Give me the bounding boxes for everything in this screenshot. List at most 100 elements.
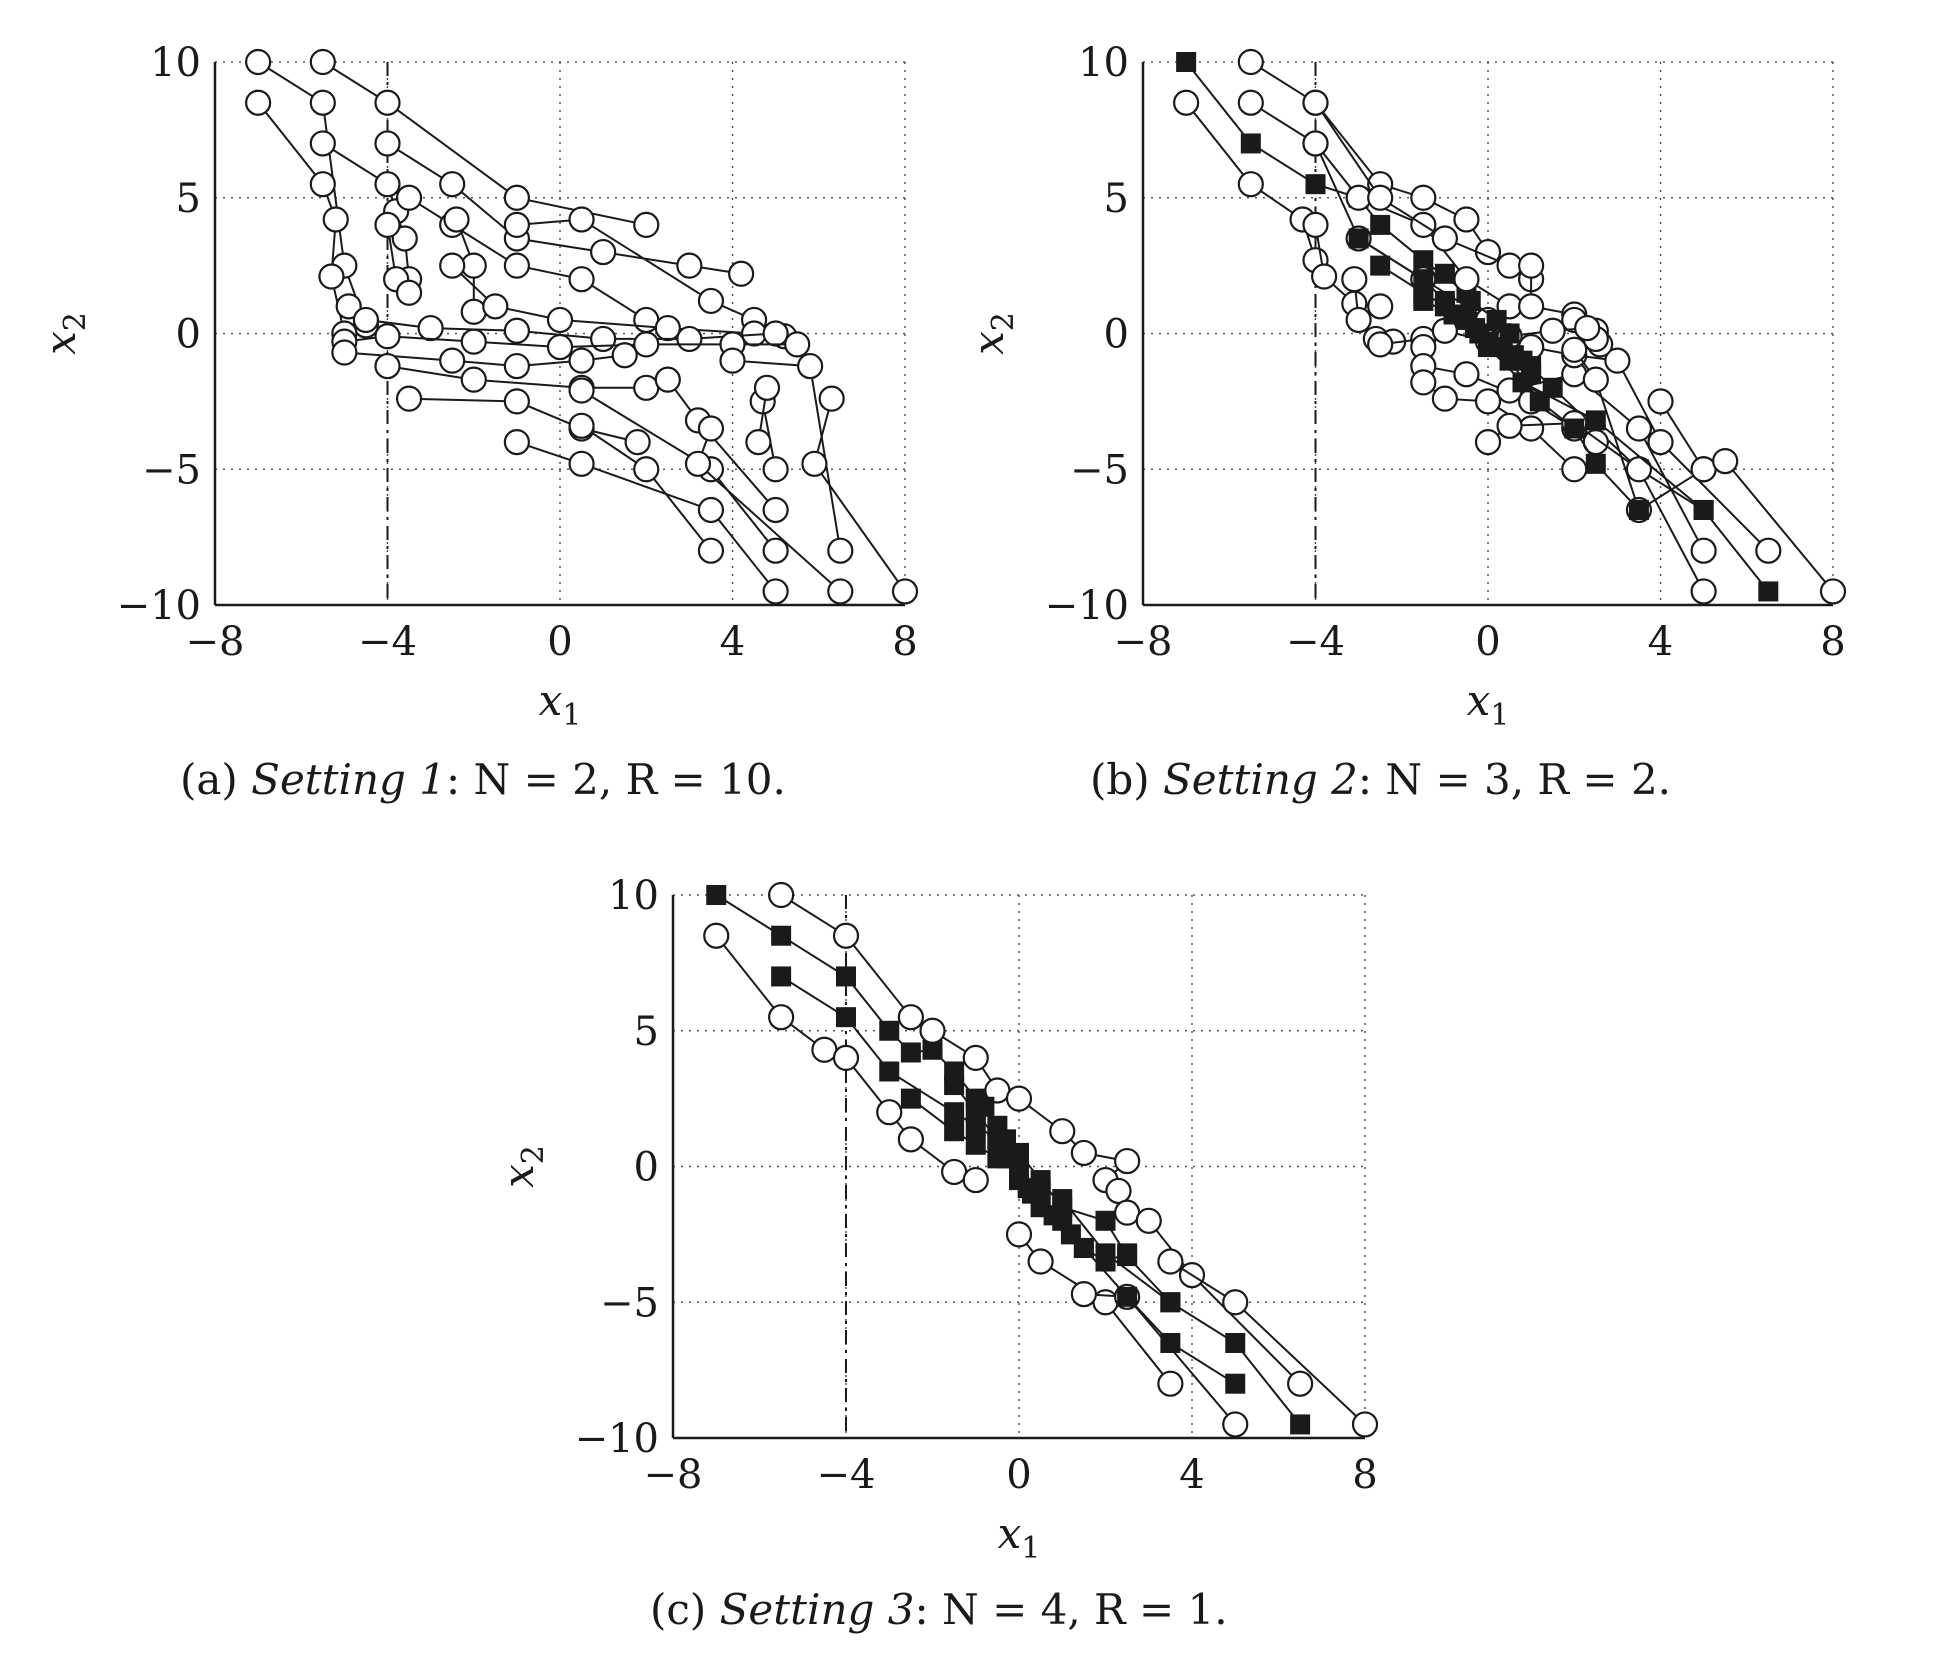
circle-marker (1092, 1289, 1119, 1316)
circle-marker (962, 1166, 989, 1194)
square-marker (1225, 1373, 1246, 1394)
trajectory-series (974, 1096, 1138, 1272)
circle-marker (1453, 361, 1480, 388)
y-tick-label: 10 (1078, 40, 1129, 86)
trajectory-series (684, 415, 854, 605)
circle-marker (245, 48, 272, 76)
circle-marker (318, 263, 345, 290)
circle-marker (503, 211, 530, 238)
circle-marker (832, 1044, 860, 1072)
trajectory-series (745, 374, 781, 456)
circle-marker (1496, 252, 1523, 279)
circle-marker (1367, 331, 1394, 358)
circle-marker (322, 206, 349, 233)
circle-marker (1222, 1411, 1249, 1438)
circle-marker (1431, 225, 1458, 252)
y-tick-label: −10 (117, 583, 201, 629)
circle-marker (1690, 578, 1717, 605)
circle-marker (482, 293, 509, 320)
circle-marker (697, 537, 725, 564)
x-axis-label-sub: 1 (1021, 1531, 1040, 1566)
trajectory-line (516, 218, 755, 321)
circle-marker (1755, 537, 1782, 564)
x-tick-label: −8 (644, 1452, 703, 1498)
circle-marker (503, 429, 530, 456)
circle-marker (811, 1036, 838, 1063)
circle-marker (417, 314, 444, 342)
circle-marker (568, 412, 595, 439)
trajectory-series (443, 206, 487, 325)
circle-marker (460, 328, 487, 355)
caption-prefix: (c) (650, 1585, 707, 1634)
trajectory-series (1302, 211, 1394, 320)
caption-b: (b) Setting 2: N = 3, R = 2. (1090, 755, 1671, 804)
circle-marker (611, 342, 638, 369)
circle-marker (1114, 1147, 1141, 1175)
circle-marker (768, 881, 795, 909)
square-marker (944, 1102, 965, 1123)
trajectory-series (1496, 361, 1717, 564)
square-marker (771, 966, 792, 987)
circle-marker (439, 252, 466, 279)
square-marker (1469, 323, 1490, 344)
y-tick-label: 0 (634, 1145, 659, 1191)
circle-marker (1351, 1411, 1379, 1438)
x-tick-label: 4 (720, 619, 745, 665)
y-tick-label: 0 (176, 312, 201, 358)
circle-marker (1474, 388, 1502, 415)
circle-marker (331, 339, 358, 366)
square-marker (1521, 356, 1542, 377)
caption-params: : N = 2, R = 10. (446, 755, 786, 804)
x-tick-label: −8 (1114, 619, 1173, 665)
circle-marker (546, 333, 574, 361)
circle-marker (503, 184, 530, 211)
circle-marker (309, 130, 336, 157)
square-marker (1370, 214, 1391, 235)
circle-marker (590, 238, 617, 266)
circle-marker (443, 206, 470, 233)
square-marker (1073, 1237, 1094, 1258)
circle-marker (1712, 448, 1739, 475)
square-marker (1413, 290, 1434, 311)
square-marker (1030, 1197, 1051, 1218)
square-marker (1095, 1210, 1116, 1231)
trajectory-series (1518, 333, 1782, 564)
y-tick-label: 5 (176, 176, 201, 222)
circle-marker (335, 293, 362, 320)
trajectory-line (780, 894, 1301, 1385)
square-marker (1117, 1243, 1138, 1264)
x-tick-label: −4 (1286, 619, 1345, 665)
y-tick-label: −10 (575, 1416, 659, 1462)
circle-marker (1574, 314, 1601, 342)
square-marker (900, 1042, 921, 1063)
caption-setting: Setting 1 (251, 755, 446, 804)
circle-marker (309, 171, 336, 198)
circle-marker (1302, 89, 1329, 116)
circle-marker (801, 450, 828, 477)
square-marker (996, 1129, 1017, 1150)
caption-prefix: (b) (1090, 755, 1150, 804)
circle-marker (374, 211, 401, 238)
trajectory-series (1237, 89, 1523, 320)
circle-marker (941, 1158, 968, 1186)
circle-marker (762, 320, 789, 347)
trajectory-series (568, 412, 725, 564)
trajectory-series (503, 429, 789, 605)
trajectory-series (335, 293, 789, 353)
circle-marker (827, 537, 854, 564)
circle-marker (374, 130, 401, 157)
y-tick-label: −5 (142, 447, 201, 493)
trajectory-series (1157, 1248, 1379, 1438)
circle-marker (395, 385, 423, 412)
circle-marker (719, 347, 746, 374)
circle-marker (633, 456, 660, 483)
circle-marker (827, 578, 854, 605)
trajectory-line (516, 441, 777, 593)
x-tick-label: 0 (547, 619, 572, 665)
y-tick-label: 5 (1104, 176, 1129, 222)
x-tick-label: 8 (892, 619, 917, 665)
circle-marker (624, 429, 651, 456)
caption-prefix: (a) (180, 755, 238, 804)
circle-marker (962, 1044, 989, 1072)
circle-marker (697, 496, 725, 524)
